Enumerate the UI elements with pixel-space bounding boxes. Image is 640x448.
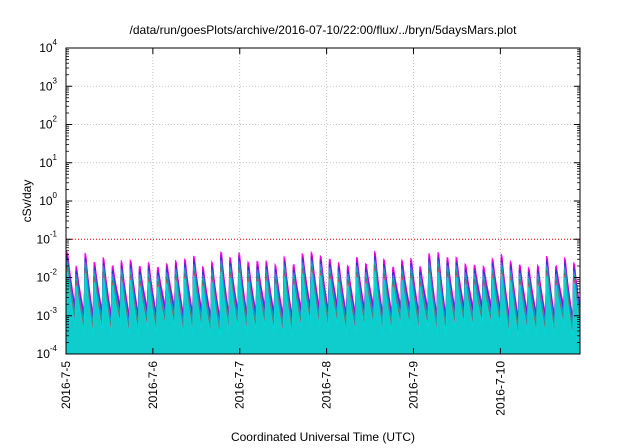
x-tick-label: 2016-7-5 xyxy=(59,361,73,409)
flux-series-line xyxy=(66,270,580,338)
y-tick-base: 10 xyxy=(39,118,53,132)
y-tick-label: 310 xyxy=(39,76,57,93)
x-tick-label: 2016-7-10 xyxy=(493,361,507,416)
x-axis-label: Coordinated Universal Time (UTC) xyxy=(231,430,415,444)
y-tick-exponent: 4 xyxy=(53,38,58,47)
y-tick-label: 110 xyxy=(39,153,57,170)
y-tick-exponent: 0 xyxy=(53,191,58,200)
y-tick-label: -110 xyxy=(37,229,58,246)
x-tick-label: 2016-7-6 xyxy=(146,361,160,409)
y-tick-label: 410 xyxy=(39,38,57,55)
flux-series-area xyxy=(66,271,580,354)
tick-marks xyxy=(65,47,580,355)
y-tick-base: 10 xyxy=(37,271,51,285)
y-tick-exponent: -2 xyxy=(50,268,58,277)
y-tick-base: 10 xyxy=(37,347,51,361)
x-tick-label: 2016-7-8 xyxy=(320,361,334,409)
y-tick-label: -410 xyxy=(37,344,58,361)
y-tick-label: 010 xyxy=(39,191,57,208)
y-tick-base: 10 xyxy=(39,79,53,93)
x-tick-label: 2016-7-9 xyxy=(406,361,420,409)
y-tick-base: 10 xyxy=(39,156,53,170)
y-tick-exponent: 2 xyxy=(53,115,58,124)
y-tick-label: -310 xyxy=(37,306,58,323)
y-axis-label: cSv/day xyxy=(20,180,34,223)
series-group xyxy=(66,250,580,354)
y-tick-base: 10 xyxy=(37,232,51,246)
y-tick-exponent: -4 xyxy=(50,344,58,353)
chart-title: /data/run/goesPlots/archive/2016-07-10/2… xyxy=(130,23,518,37)
y-tick-exponent: -1 xyxy=(50,229,58,238)
y-tick-exponent: -3 xyxy=(50,306,58,315)
y-tick-exponent: 1 xyxy=(53,153,58,162)
y-tick-label: 210 xyxy=(39,115,57,132)
y-tick-base: 10 xyxy=(39,41,53,55)
y-tick-base: 10 xyxy=(39,194,53,208)
y-tick-exponent: 3 xyxy=(53,76,58,85)
x-tick-labels: 2016-7-5 2016-7-6 2016-7-7 2016-7-8 2016-7-9… xyxy=(59,361,507,416)
y-tick-label: -210 xyxy=(37,268,58,285)
x-tick-label: 2016-7-7 xyxy=(233,361,247,409)
y-tick-base: 10 xyxy=(37,309,51,323)
